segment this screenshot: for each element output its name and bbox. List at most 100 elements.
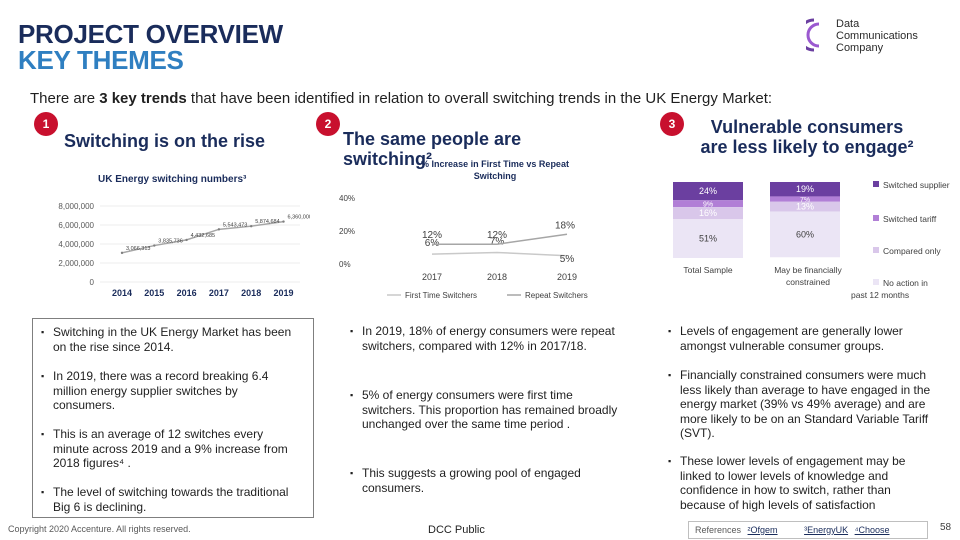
- x-category-label: constrained: [786, 277, 830, 287]
- legend-label: Compared only: [883, 246, 941, 256]
- trend-1-bullets: Switching in the UK Energy Market has be…: [32, 318, 314, 518]
- legend-label: First Time Switchers: [405, 291, 477, 300]
- legend-label: Switched tariff: [883, 214, 937, 224]
- logo-text-line1: Data: [836, 18, 860, 30]
- x-tick-label: 2017: [209, 288, 229, 298]
- data-label: 12%: [487, 230, 507, 241]
- references-box: References ²Ofgem ³EnergyUK ⁴Choose: [688, 521, 928, 539]
- trend-2-heading-line1: The same people are: [343, 129, 522, 149]
- chart-2-title-line2: Switching: [473, 171, 517, 181]
- x-category-label: Total Sample: [683, 265, 732, 275]
- data-point: [217, 228, 221, 231]
- bullet-3-1: Levels of engagement are generally lower…: [668, 324, 934, 353]
- data-label: 3,066,313: [126, 246, 150, 252]
- trend-number-badge-3: 3: [660, 112, 684, 136]
- y-tick-label: 4,000,000: [58, 240, 94, 249]
- intro-text: There are 3 key trends that have been id…: [30, 90, 772, 107]
- legend-label: No action in: [883, 278, 928, 288]
- x-tick-label: 2015: [144, 288, 164, 298]
- data-label: 19%: [796, 184, 814, 194]
- repeat-switching-chart: 40%20%0%6% 7%5%12% 12%18%2017 2018 2019First…: [339, 194, 588, 300]
- references-label: References: [695, 525, 742, 535]
- trend-2-heading-line2: switching²: [343, 149, 432, 169]
- data-label: 51%: [699, 234, 717, 244]
- vulnerable-consumers-chart: 24% 9%16% 51% 19% 7%13% 60% Total Sample May be…: [673, 180, 950, 300]
- x-tick-label: 2014: [112, 288, 132, 298]
- legend-label: past 12 months: [851, 290, 909, 300]
- reference-link-choose[interactable]: ⁴Choose: [854, 525, 890, 535]
- series-line: [121, 220, 284, 254]
- trend-number-badge-1: 1: [34, 112, 58, 136]
- trend-number-badge-2: 2: [316, 112, 340, 136]
- chart-2-title-line1: % Increase in First Time vs Repeat: [421, 159, 569, 169]
- dcc-logo: Data Communications Company: [797, 18, 936, 58]
- x-tick-label: 2018: [487, 272, 507, 282]
- legend-swatch: [873, 247, 879, 253]
- logo-text-line2: Communications: [836, 30, 918, 42]
- data-label: 3,835,736: [158, 239, 182, 245]
- intro-pre: There are: [30, 90, 100, 107]
- switching-numbers-chart: 8,000,000 6,000,000 4,000,000 2,000,000 0 3,0…: [58, 202, 310, 298]
- data-label: 16%: [699, 208, 717, 218]
- legend-swatch: [873, 181, 879, 187]
- trend-3-heading-line2: are less likely to engage²: [700, 137, 914, 157]
- legend-label: Repeat Switchers: [525, 291, 588, 300]
- bar-segment: [673, 182, 743, 201]
- trend-2-heading: The same people are switching²: [343, 129, 521, 169]
- intro-bold: 3 key trends: [99, 90, 187, 107]
- data-label: 18%: [555, 220, 575, 231]
- classification-label: DCC Public: [428, 524, 485, 536]
- bullet-1-2: In 2019, there was a record breaking 6.4…: [41, 369, 301, 413]
- y-tick-label: 0: [90, 278, 95, 287]
- chart-2-title: % Increase in First Time vs Repeat Switc…: [405, 158, 585, 182]
- y-tick-label: 0%: [339, 260, 351, 269]
- bar-segment: [770, 211, 840, 258]
- x-category-label: May be financially: [774, 265, 842, 275]
- reference-link-ofgem[interactable]: ²Ofgem: [747, 525, 778, 535]
- page-number: 58: [940, 522, 952, 533]
- data-label: 24%: [699, 186, 717, 196]
- data-label: 60%: [796, 229, 814, 239]
- logo-text-line3: Company: [836, 42, 884, 54]
- intro-post: that have been identified in relation to…: [186, 90, 773, 107]
- bar-segment: [673, 219, 743, 258]
- bar-segment: [770, 201, 840, 212]
- reference-link-energyuk[interactable]: ³EnergyUK: [804, 525, 849, 535]
- trend-1-heading: Switching is on the rise: [64, 131, 266, 151]
- y-tick-label: 8,000,000: [58, 202, 94, 211]
- data-label: 13%: [796, 202, 814, 212]
- bar-segment: [770, 182, 840, 197]
- legend-swatch: [873, 215, 879, 221]
- data-label: 5%: [560, 254, 575, 265]
- bar-segment: [673, 200, 743, 208]
- bullet-2-2: 5% of energy consumers were first time s…: [350, 388, 620, 432]
- trend-3-heading: Vulnerable consumers are less likely to …: [672, 117, 942, 157]
- data-point: [153, 244, 156, 247]
- y-tick-label: 6,000,000: [58, 221, 94, 230]
- bullet-2-3: This suggests a growing pool of engaged …: [350, 466, 620, 495]
- data-label: 5,543,473: [223, 222, 247, 228]
- dcc-logo-icon: [797, 18, 820, 52]
- data-point: [120, 251, 124, 255]
- trend-2-bullets: In 2019, 18% of energy consumers were re…: [346, 318, 630, 518]
- bullet-3-2: Financially constrained consumers were m…: [668, 368, 934, 441]
- trend-3-heading-line1: Vulnerable consumers: [710, 117, 904, 137]
- bullet-1-4: The level of switching towards the tradi…: [41, 485, 301, 514]
- data-point: [282, 220, 285, 223]
- x-tick-label: 2018: [241, 288, 261, 298]
- y-tick-label: 2,000,000: [58, 259, 94, 268]
- x-tick-label: 2016: [177, 288, 197, 298]
- page-title: PROJECT OVERVIEW: [18, 19, 283, 49]
- bullet-1-1: Switching in the UK Energy Market has be…: [41, 325, 301, 354]
- bar-segment: [673, 207, 743, 220]
- chart-1-title: UK Energy switching numbers³: [98, 174, 247, 185]
- data-point: [250, 224, 253, 228]
- x-tick-label: 2019: [273, 288, 293, 298]
- data-label: 7%: [490, 236, 505, 247]
- bar-segment: [770, 196, 840, 202]
- copyright-text: Copyright 2020 Accenture. All rights res…: [8, 524, 191, 534]
- trend-3-bullets: Levels of engagement are generally lower…: [658, 318, 940, 518]
- data-label: 7%: [800, 197, 810, 204]
- bullet-2-1: In 2019, 18% of energy consumers were re…: [350, 324, 620, 353]
- y-tick-label: 20%: [339, 227, 355, 236]
